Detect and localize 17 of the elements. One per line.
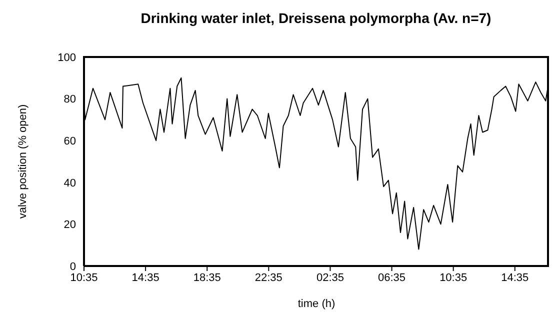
x-tick-label: 10:35 <box>70 272 98 284</box>
y-tick-label: 40 <box>64 177 76 190</box>
y-tick-label: 20 <box>64 219 76 232</box>
x-tick-label: 02:35 <box>316 272 344 284</box>
chart-title: Drinking water inlet, Dreissena polymorpha (Av. n=7) <box>140 10 492 26</box>
y-tick-label: 80 <box>64 94 76 106</box>
x-tick-label: 18:35 <box>193 272 221 284</box>
x-tick-label: 10:35 <box>440 272 468 284</box>
y-axis-title: valve position (% open) <box>16 104 29 219</box>
x-tick-label: 14:35 <box>501 272 529 284</box>
x-tick-label: 22:35 <box>254 272 282 284</box>
x-axis-title: time (h) <box>298 298 336 310</box>
y-tick-label: 100 <box>58 52 76 64</box>
x-tick-label: 14:35 <box>132 272 160 284</box>
x-tick-label: 06:35 <box>378 272 406 284</box>
y-tick-label: 60 <box>64 136 76 148</box>
y-tick-label: 0 <box>70 260 76 273</box>
